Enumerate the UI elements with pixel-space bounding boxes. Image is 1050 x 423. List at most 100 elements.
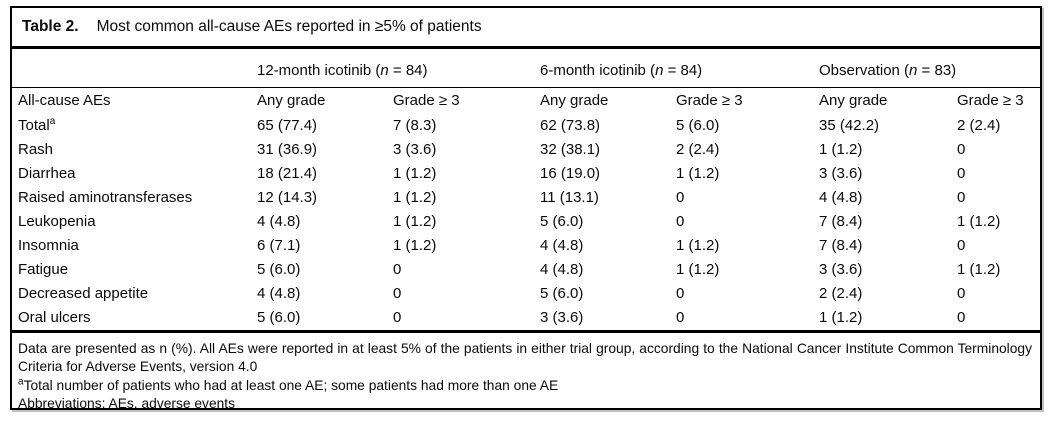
value-cell: 16 (19.0) [540, 165, 601, 183]
value-cell: 0 [676, 189, 685, 207]
value-cell: 5 (6.0) [676, 117, 720, 135]
table-number-label: Table 2. [22, 18, 79, 35]
column-header-stub: All-cause AEs [18, 92, 111, 110]
table-title: Table 2. Most common all-cause AEs report… [12, 8, 1040, 49]
value-cell: 4 (4.8) [257, 213, 301, 231]
value-cell: 62 (73.8) [540, 117, 601, 135]
table-row: Fatigue 5 (6.0) 0 4 (4.8) 1 (1.2) 3 (3.6… [12, 258, 1040, 282]
table-title-text: Most common all-cause AEs reported in ≥5… [96, 18, 482, 35]
value-cell: 32 (38.1) [540, 141, 601, 159]
value-cell: 35 (42.2) [819, 117, 880, 135]
table-row: Oral ulcers 5 (6.0) 0 3 (3.6) 0 1 (1.2) … [12, 306, 1040, 332]
value-cell: 1 (1.2) [957, 261, 1001, 279]
value-cell: 0 [957, 165, 966, 183]
value-cell: 0 [957, 285, 966, 303]
table-row: Leukopenia 4 (4.8) 1 (1.2) 5 (6.0) 0 7 (… [12, 210, 1040, 234]
value-cell: 0 [676, 309, 685, 327]
value-cell: 11 (13.1) [540, 189, 599, 207]
value-cell: 5 (6.0) [257, 261, 301, 279]
value-cell: 0 [957, 237, 966, 255]
group-header-empty [12, 48, 257, 88]
column-header-grade3-1: Grade ≥ 3 [393, 92, 460, 110]
value-cell: 0 [393, 285, 402, 303]
table-row: Insomnia 6 (7.1) 1 (1.2) 4 (4.8) 1 (1.2)… [12, 234, 1040, 258]
value-cell: 1 (1.2) [393, 165, 437, 183]
footnote-abbreviations: Abbreviations: AEs, adverse events [18, 396, 236, 410]
group-label: Observation ( [819, 61, 910, 79]
ae-name: Totala [18, 116, 56, 135]
value-cell: 4 (4.8) [540, 237, 584, 255]
value-cell: 1 (1.2) [393, 189, 437, 207]
value-cell: 1 (1.2) [393, 237, 437, 255]
value-cell: 65 (77.4) [257, 117, 318, 135]
ae-name: Oral ulcers [18, 309, 91, 327]
value-cell: 6 (7.1) [257, 237, 301, 255]
value-cell: 3 (3.6) [393, 141, 437, 159]
ae-name: Fatigue [18, 261, 69, 279]
column-header-grade3-3: Grade ≥ 3 [957, 92, 1024, 110]
table-row: Totala 65 (77.4) 7 (8.3) 62 (73.8) 5 (6.… [12, 114, 1040, 138]
value-cell: 18 (21.4) [257, 165, 318, 183]
value-cell: 7 (8.4) [819, 213, 863, 231]
ae-name: Leukopenia [18, 213, 96, 231]
value-cell: 31 (36.9) [257, 141, 318, 159]
value-cell: 1 (1.2) [957, 213, 1001, 231]
adverse-events-table: 12-month icotinib (n = 84) 6-month icoti… [12, 48, 1040, 333]
n-value: = 84) [663, 61, 703, 79]
value-cell: 12 (14.3) [257, 189, 318, 207]
ae-name: Raised aminotransferases [18, 189, 193, 207]
value-cell: 1 (1.2) [393, 213, 437, 231]
column-header-row: All-cause AEs Any grade Grade ≥ 3 Any gr… [12, 87, 1040, 114]
footnote-marker: a [18, 376, 24, 387]
value-cell: 1 (1.2) [676, 261, 720, 279]
ae-name: Insomnia [18, 237, 79, 255]
footnote-marker: a [49, 116, 56, 128]
column-header-any-grade-3: Any grade [819, 92, 888, 110]
n-value: = 83) [917, 61, 957, 79]
value-cell: 4 (4.8) [819, 189, 863, 207]
value-cell: 4 (4.8) [540, 261, 584, 279]
column-header-any-grade-2: Any grade [540, 92, 609, 110]
group-header-12-month: 12-month icotinib (n = 84) [257, 48, 540, 88]
group-label: 6-month icotinib ( [540, 61, 656, 79]
group-header-observation: Observation (n = 83) [819, 48, 1040, 88]
value-cell: 3 (3.6) [819, 261, 863, 279]
value-cell: 0 [957, 189, 966, 207]
table-row: Decreased appetite 4 (4.8) 0 5 (6.0) 0 2… [12, 282, 1040, 306]
value-cell: 0 [393, 261, 402, 279]
value-cell: 7 (8.3) [393, 117, 437, 135]
value-cell: 5 (6.0) [540, 213, 584, 231]
footnote-a: aTotal number of patients who had at lea… [18, 376, 559, 393]
group-label: 12-month icotinib ( [257, 61, 381, 79]
value-cell: 5 (6.0) [257, 309, 301, 327]
value-cell: 4 (4.8) [257, 285, 301, 303]
column-header-any-grade-1: Any grade [257, 92, 326, 110]
n-symbol: n [909, 61, 918, 79]
table-figure: Table 2. Most common all-cause AEs report… [10, 6, 1042, 410]
value-cell: 7 (8.4) [819, 237, 863, 255]
value-cell: 0 [393, 309, 402, 327]
value-cell: 0 [676, 285, 685, 303]
column-header-grade3-2: Grade ≥ 3 [676, 92, 743, 110]
table-row: Diarrhea 18 (21.4) 1 (1.2) 16 (19.0) 1 (… [12, 162, 1040, 186]
value-cell: 0 [676, 213, 685, 231]
table-row: Raised aminotransferases 12 (14.3) 1 (1.… [12, 186, 1040, 210]
table-footnotes: Data are presented as n (%). All AEs wer… [12, 333, 1040, 410]
value-cell: 3 (3.6) [819, 165, 863, 183]
value-cell: 0 [957, 141, 966, 159]
n-symbol: n [655, 61, 664, 79]
value-cell: 0 [957, 309, 966, 327]
value-cell: 5 (6.0) [540, 285, 584, 303]
value-cell: 1 (1.2) [676, 165, 720, 183]
n-value: = 84) [388, 61, 428, 79]
footnote-general: Data are presented as n (%). All AEs wer… [18, 340, 1032, 375]
ae-name: Diarrhea [18, 165, 76, 183]
value-cell: 2 (2.4) [819, 285, 863, 303]
value-cell: 1 (1.2) [819, 141, 863, 159]
group-header-6-month: 6-month icotinib (n = 84) [540, 48, 819, 88]
ae-name: Decreased appetite [18, 285, 149, 303]
value-cell: 2 (2.4) [957, 117, 1001, 135]
group-header-row: 12-month icotinib (n = 84) 6-month icoti… [12, 48, 1040, 88]
value-cell: 1 (1.2) [819, 309, 863, 327]
table-row: Rash 31 (36.9) 3 (3.6) 32 (38.1) 2 (2.4)… [12, 138, 1040, 162]
